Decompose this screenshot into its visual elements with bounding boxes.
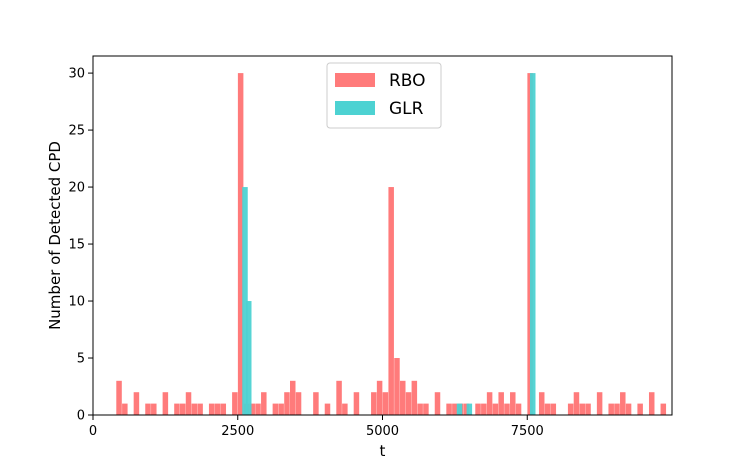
rbo-bar-6: [174, 403, 180, 415]
rbo-bar-49: [498, 392, 504, 415]
rbo-bar-35: [400, 380, 406, 415]
rbo-bar-8: [185, 392, 192, 415]
y-tick-label-6: 30: [68, 67, 85, 82]
rbo-bar-7: [179, 403, 186, 415]
rbo-bar-41: [446, 403, 452, 415]
rbo-bar-55: [544, 403, 551, 415]
y-tick-label-1: 5: [77, 352, 85, 367]
rbo-bar-1: [122, 403, 128, 415]
x-axis-label: t: [380, 442, 386, 460]
rbo-bar-12: [214, 403, 221, 415]
rbo-bar-38: [417, 403, 423, 415]
rbo-bar-52: [515, 403, 522, 415]
legend-swatch-glr: [335, 101, 375, 115]
glr-bar-2: [456, 403, 463, 415]
rbo-bar-17: [249, 403, 255, 415]
y-tick-label-5: 25: [68, 124, 85, 139]
rbo-bar-39: [423, 403, 429, 415]
rbo-bar-37: [411, 380, 418, 415]
rbo-bar-9: [191, 403, 198, 415]
rbo-bar-57: [567, 403, 574, 415]
y-axis-label: Number of Detected CPD: [46, 141, 64, 330]
rbo-bar-21: [278, 403, 284, 415]
rbo-bar-30: [371, 392, 377, 415]
rbo-bar-59: [579, 403, 585, 415]
rbo-bar-68: [660, 403, 667, 415]
rbo-bar-56: [550, 403, 557, 415]
y-tick-label-2: 10: [68, 295, 85, 310]
y-tick-label-3: 15: [68, 238, 85, 253]
rbo-bar-60: [585, 403, 591, 415]
rbo-bar-22: [284, 392, 290, 415]
rbo-bar-14: [232, 392, 238, 415]
legend-label-glr: GLR: [389, 99, 424, 119]
glr-bar-4: [530, 73, 536, 415]
rbo-bar-61: [596, 392, 603, 415]
rbo-bar-24: [295, 392, 302, 415]
rbo-bar-45: [475, 403, 481, 415]
rbo-bar-27: [336, 380, 342, 415]
x-tick-label-0: 0: [89, 424, 97, 439]
rbo-bar-58: [573, 392, 580, 415]
rbo-bar-23: [290, 380, 296, 415]
y-tick-label-0: 0: [77, 409, 85, 424]
rbo-bar-25: [313, 392, 319, 415]
y-axis-ticks: 0 5 10 15 20 25 30: [68, 67, 93, 424]
rbo-bar-40: [434, 392, 441, 415]
rbo-bar-29: [353, 392, 360, 415]
rbo-bar-18: [255, 403, 261, 415]
legend: RBO GLR: [326, 62, 442, 129]
legend-label-rbo: RBO: [389, 71, 426, 91]
rbo-bar-34: [394, 358, 400, 415]
rbo-bar-32: [382, 392, 389, 415]
glr-bars: [242, 73, 536, 415]
rbo-bar-62: [608, 403, 614, 415]
glr-bar-3: [466, 403, 473, 415]
rbo-bar-5: [162, 392, 169, 415]
rbo-bar-4: [151, 403, 157, 415]
rbo-bar-36: [405, 392, 412, 415]
rbo-bar-48: [492, 403, 499, 415]
x-tick-label-2: 5000: [366, 424, 399, 439]
rbo-bar-51: [510, 392, 516, 415]
rbo-bar-66: [637, 403, 643, 415]
rbo-bar-13: [220, 403, 227, 415]
glr-bar-1: [246, 301, 252, 415]
rbo-bar-50: [504, 403, 510, 415]
rbo-bar-2: [133, 392, 140, 415]
rbo-bar-15: [237, 73, 244, 415]
rbo-bar-46: [481, 403, 487, 415]
rbo-bar-42: [452, 403, 458, 415]
rbo-bar-67: [648, 392, 655, 415]
rbo-bar-64: [620, 392, 626, 415]
rbo-bar-44: [463, 403, 470, 415]
legend-swatch-rbo: [335, 73, 375, 87]
glr-bar-0: [242, 187, 248, 415]
x-tick-label-1: 2500: [221, 424, 254, 439]
rbo-bar-63: [614, 403, 620, 415]
rbo-bar-20: [272, 403, 279, 415]
rbo-bar-11: [208, 403, 215, 415]
x-tick-label-3: 7500: [511, 424, 544, 439]
y-tick-label-4: 20: [68, 181, 85, 196]
rbo-bar-54: [538, 392, 545, 415]
rbo-bar-31: [376, 380, 383, 415]
rbo-bar-19: [261, 392, 267, 415]
rbo-bar-26: [324, 403, 331, 415]
rbo-bar-10: [197, 403, 203, 415]
rbo-bar-33: [388, 187, 394, 415]
rbo-bar-47: [486, 392, 493, 415]
rbo-bar-65: [625, 403, 632, 415]
x-axis-ticks: 0 2500 5000 7500: [89, 415, 544, 439]
rbo-bar-0: [116, 380, 122, 415]
rbo-bar-3: [145, 403, 151, 415]
rbo-bar-28: [342, 403, 348, 415]
